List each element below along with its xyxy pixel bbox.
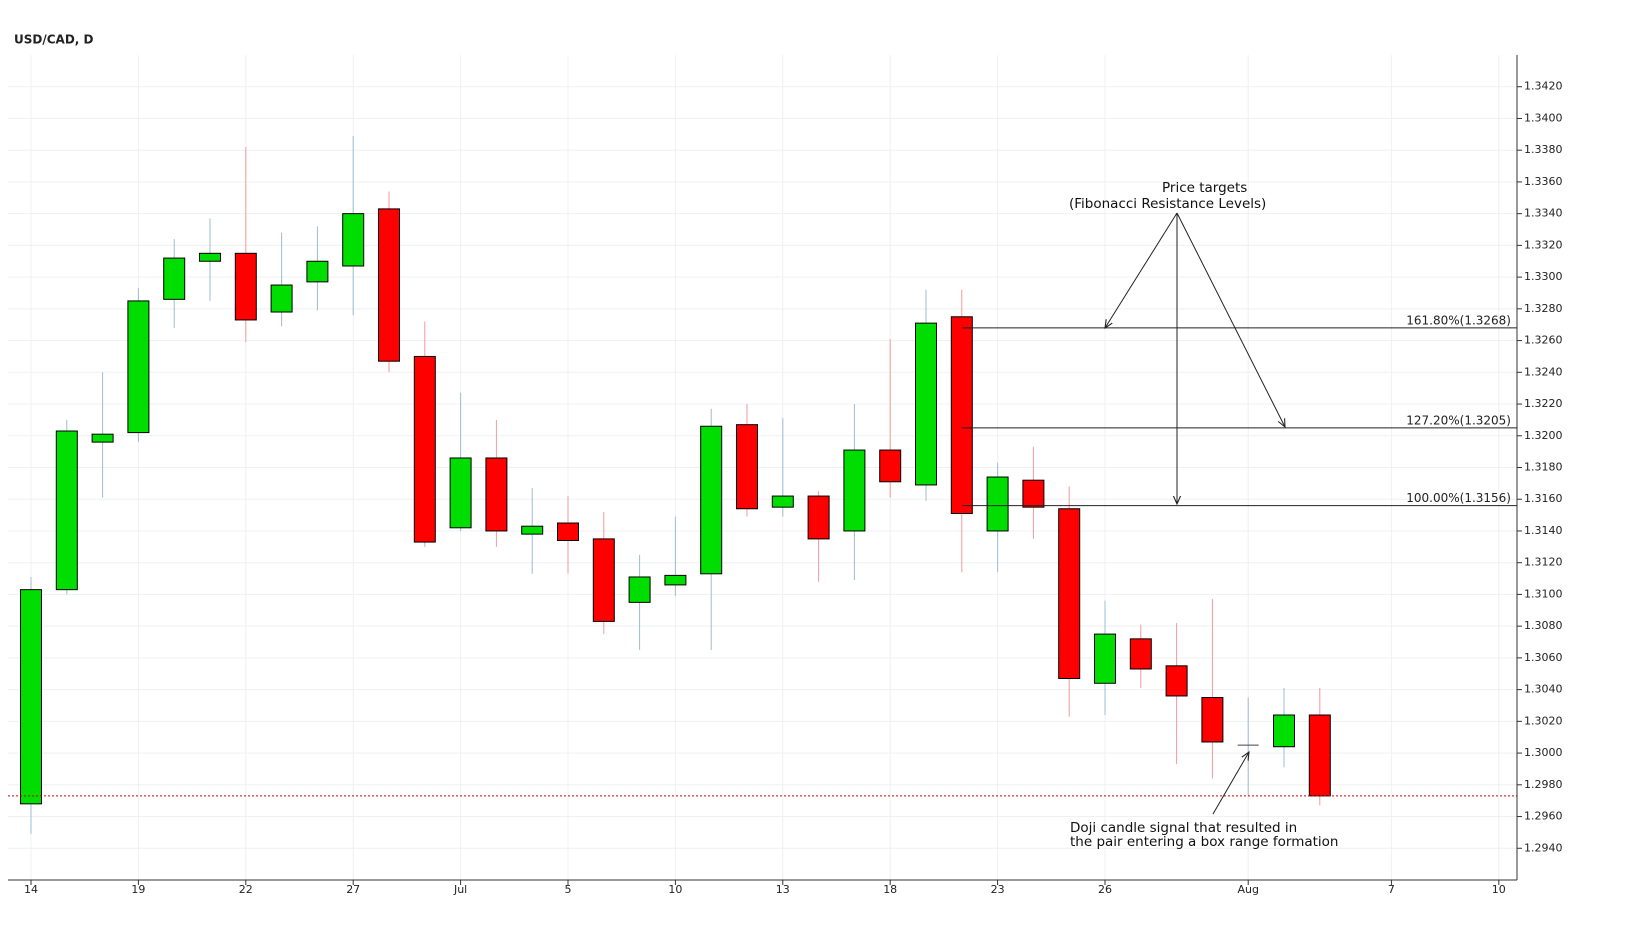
y-tick-label: 1.3040 bbox=[1524, 683, 1563, 696]
candle-body bbox=[700, 425, 723, 575]
y-tick-label: 1.3240 bbox=[1524, 365, 1563, 378]
candle-body bbox=[592, 538, 615, 622]
candle-body bbox=[1201, 697, 1224, 743]
candle-body bbox=[879, 449, 902, 483]
candle-body bbox=[1308, 714, 1331, 797]
y-tick-label: 1.3400 bbox=[1524, 111, 1563, 124]
y-tick-label: 1.3360 bbox=[1524, 175, 1563, 188]
candle-body bbox=[270, 284, 293, 313]
x-tick-label: 26 bbox=[1098, 883, 1112, 896]
chart-title: USD/CAD, D bbox=[14, 33, 94, 47]
y-tick-label: 1.3300 bbox=[1524, 270, 1563, 283]
x-tick-label: 13 bbox=[776, 883, 790, 896]
annotation: Doji candle signal that resulted in bbox=[1070, 820, 1297, 836]
candle-body bbox=[1165, 665, 1188, 697]
arrow bbox=[1105, 212, 1178, 328]
candle-body bbox=[485, 457, 508, 532]
y-tick-label: 1.3100 bbox=[1524, 587, 1563, 600]
candle-body bbox=[199, 252, 221, 262]
x-tick-label: 10 bbox=[668, 883, 682, 896]
fib-label: 100.00%(1.3156) bbox=[1406, 491, 1511, 505]
annotation: Price targets bbox=[1162, 180, 1247, 196]
y-tick-label: 1.2980 bbox=[1524, 778, 1563, 791]
y-tick-label: 1.3080 bbox=[1524, 619, 1563, 632]
y-tick-label: 1.2940 bbox=[1524, 841, 1563, 854]
annotation: the pair entering a box range formation bbox=[1070, 834, 1338, 850]
x-tick-label: 5 bbox=[565, 883, 572, 896]
y-tick-label: 1.3380 bbox=[1524, 143, 1563, 156]
y-tick-label: 1.3020 bbox=[1524, 714, 1563, 727]
grid: 1.2940 1.2960 1.2980 1.3000 1.3020 1.3040 1.30… bbox=[8, 55, 1563, 896]
candle-body bbox=[950, 316, 973, 515]
candle-body bbox=[1129, 638, 1152, 670]
annotation: (Fibonacci Resistance Levels) bbox=[1069, 196, 1266, 212]
y-tick-label: 1.3200 bbox=[1524, 429, 1563, 442]
y-tick-label: 1.3060 bbox=[1524, 651, 1563, 664]
candle-body bbox=[771, 495, 794, 508]
y-tick-label: 1.2960 bbox=[1524, 810, 1563, 823]
candles bbox=[20, 135, 1331, 834]
candle-body bbox=[628, 576, 651, 603]
candle-body bbox=[807, 495, 830, 540]
candle-body bbox=[127, 300, 150, 434]
x-tick-label: 18 bbox=[883, 883, 897, 896]
candle-body bbox=[1273, 714, 1295, 748]
candle-body bbox=[55, 430, 78, 591]
y-tick-label: 1.3320 bbox=[1524, 238, 1563, 251]
overlays: 161.80%(1.3268) 127.20%(1.3205) 100.00%(1.… bbox=[8, 313, 1517, 797]
candle-body bbox=[1022, 479, 1045, 508]
fib-label: 161.80%(1.3268) bbox=[1406, 313, 1511, 327]
candle-body bbox=[413, 355, 436, 543]
x-tick-label: 27 bbox=[346, 883, 360, 896]
x-tick-label: 7 bbox=[1388, 883, 1395, 896]
y-tick-label: 1.3160 bbox=[1524, 492, 1563, 505]
y-tick-label: 1.3000 bbox=[1524, 746, 1563, 759]
fib-label: 127.20%(1.3205) bbox=[1406, 413, 1511, 427]
y-tick-label: 1.3260 bbox=[1524, 334, 1563, 347]
x-tick-label: 22 bbox=[239, 883, 253, 896]
candle-body bbox=[986, 476, 1009, 532]
y-tick-label: 1.3120 bbox=[1524, 556, 1563, 569]
x-tick-label: 23 bbox=[991, 883, 1005, 896]
y-tick-label: 1.3420 bbox=[1524, 80, 1563, 93]
arrow bbox=[1212, 752, 1249, 815]
candle-body bbox=[342, 213, 365, 267]
candle-body bbox=[306, 260, 329, 283]
arrow bbox=[1176, 212, 1285, 427]
candle-body bbox=[557, 522, 579, 541]
candle-body bbox=[915, 322, 937, 486]
candle-body bbox=[378, 208, 400, 362]
x-tick-label: Jul bbox=[453, 883, 467, 896]
x-tick-label: Aug bbox=[1237, 883, 1258, 896]
candle-body bbox=[91, 433, 114, 443]
x-tick-label: 14 bbox=[24, 883, 38, 896]
y-tick-label: 1.3140 bbox=[1524, 524, 1563, 537]
y-tick-label: 1.3280 bbox=[1524, 302, 1563, 315]
candle-body bbox=[521, 525, 544, 535]
annotation-arrows bbox=[1105, 212, 1285, 815]
candle-body bbox=[20, 589, 42, 805]
candle-body bbox=[843, 449, 866, 532]
y-tick-label: 1.3220 bbox=[1524, 397, 1563, 410]
y-tick-label: 1.3340 bbox=[1524, 207, 1563, 220]
candle-body bbox=[449, 457, 472, 529]
x-tick-label: 10 bbox=[1492, 883, 1506, 896]
candle-body bbox=[736, 424, 758, 510]
candle-body bbox=[1094, 633, 1116, 684]
x-tick-label: 19 bbox=[131, 883, 145, 896]
candle-body bbox=[234, 252, 257, 321]
candle-body bbox=[664, 574, 687, 586]
y-tick-label: 1.3180 bbox=[1524, 461, 1563, 474]
candle-body bbox=[1058, 508, 1081, 680]
candle-body bbox=[163, 257, 186, 300]
